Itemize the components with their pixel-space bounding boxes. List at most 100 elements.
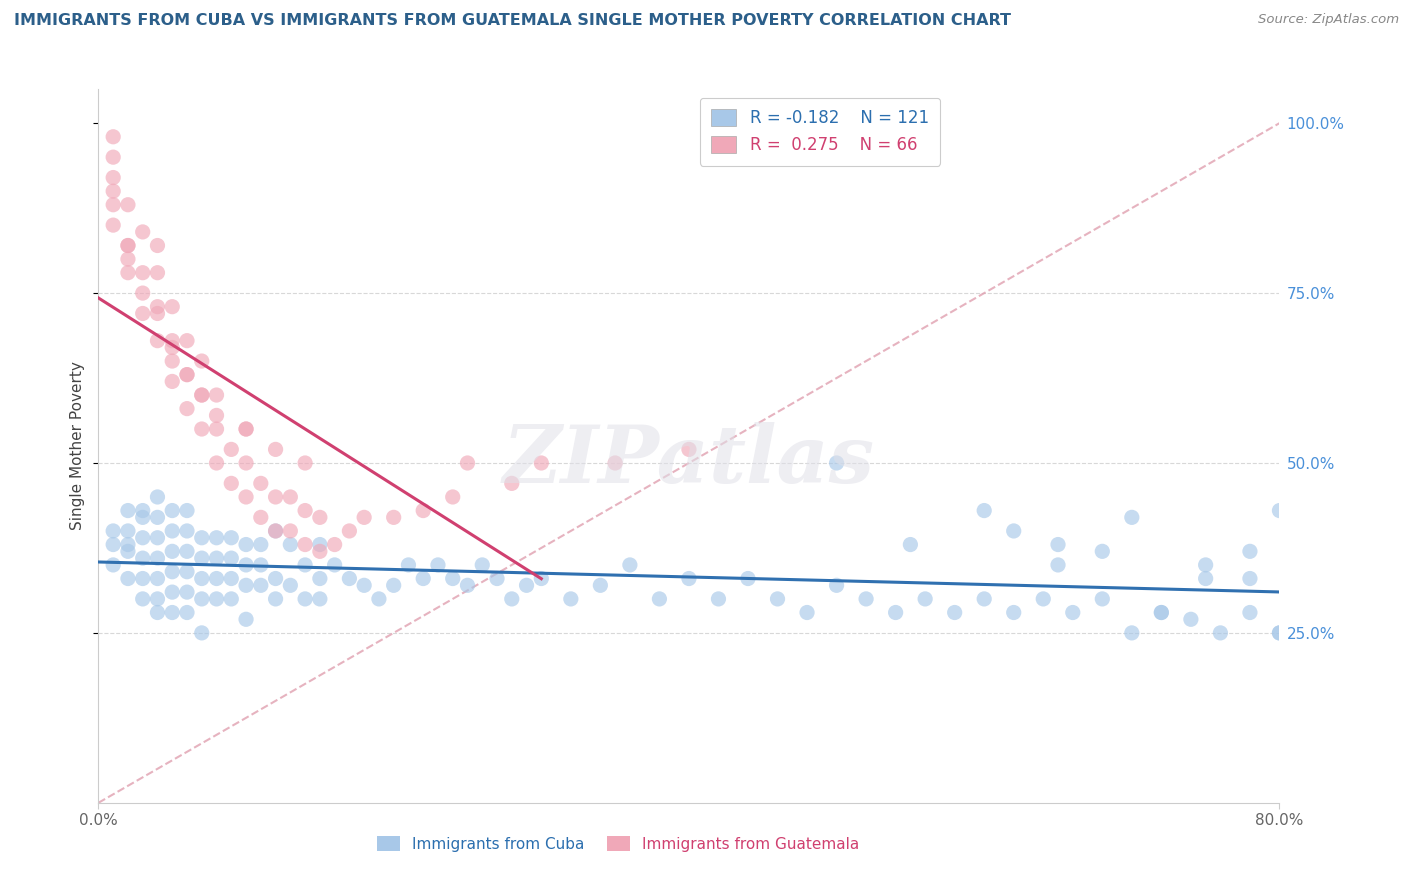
Point [205, 572, 228, 586]
Point [235, 578, 257, 592]
Point [205, 531, 228, 545]
Point [235, 456, 257, 470]
Point [1268, 626, 1291, 640]
Point [205, 551, 228, 566]
Point [280, 537, 302, 551]
Point [191, 531, 214, 545]
Point [221, 572, 243, 586]
Point [146, 490, 169, 504]
Point [1121, 510, 1143, 524]
Point [560, 591, 582, 606]
Point [235, 558, 257, 572]
Point [132, 572, 155, 586]
Point [457, 456, 479, 470]
Point [294, 537, 316, 551]
Point [235, 422, 257, 436]
Point [382, 578, 405, 592]
Point [103, 150, 125, 164]
Point [471, 558, 494, 572]
Point [162, 565, 183, 579]
Point [191, 388, 214, 402]
Point [1195, 558, 1218, 572]
Point [221, 551, 243, 566]
Point [117, 524, 139, 538]
Point [309, 544, 332, 558]
Point [146, 266, 169, 280]
Point [191, 626, 214, 640]
Point [117, 238, 139, 252]
Point [1002, 606, 1025, 620]
Point [530, 456, 553, 470]
Point [250, 558, 273, 572]
Point [412, 572, 434, 586]
Point [280, 578, 302, 592]
Point [1180, 612, 1202, 626]
Point [162, 334, 183, 348]
Point [884, 606, 907, 620]
Point [309, 591, 332, 606]
Point [339, 524, 361, 538]
Point [1002, 524, 1025, 538]
Point [1121, 626, 1143, 640]
Point [619, 558, 641, 572]
Point [280, 524, 302, 538]
Point [766, 591, 789, 606]
Point [103, 129, 125, 144]
Point [309, 572, 332, 586]
Point [264, 442, 287, 457]
Point [132, 591, 155, 606]
Point [176, 606, 198, 620]
Point [221, 591, 243, 606]
Point [132, 551, 155, 566]
Point [176, 368, 198, 382]
Point [1091, 591, 1114, 606]
Point [146, 551, 169, 566]
Point [235, 490, 257, 504]
Point [117, 252, 139, 266]
Point [353, 578, 375, 592]
Point [294, 503, 316, 517]
Point [589, 578, 612, 592]
Point [309, 510, 332, 524]
Point [146, 306, 169, 320]
Point [117, 238, 139, 252]
Point [605, 456, 627, 470]
Point [457, 578, 479, 592]
Point [1046, 537, 1070, 551]
Point [103, 170, 125, 185]
Point [280, 490, 302, 504]
Point [1032, 591, 1054, 606]
Point [146, 531, 169, 545]
Point [1091, 544, 1114, 558]
Point [191, 388, 214, 402]
Point [368, 591, 391, 606]
Point [516, 578, 538, 592]
Point [103, 184, 125, 198]
Point [294, 558, 316, 572]
Point [264, 524, 287, 538]
Point [103, 537, 125, 551]
Point [235, 422, 257, 436]
Point [1268, 626, 1291, 640]
Point [146, 510, 169, 524]
Point [264, 524, 287, 538]
Point [441, 490, 464, 504]
Point [486, 572, 509, 586]
Point [1046, 558, 1070, 572]
Point [825, 578, 848, 592]
Point [1239, 572, 1261, 586]
Point [250, 537, 273, 551]
Point [1150, 606, 1173, 620]
Point [221, 442, 243, 457]
Point [117, 503, 139, 517]
Point [162, 544, 183, 558]
Point [264, 572, 287, 586]
Point [221, 531, 243, 545]
Point [250, 510, 273, 524]
Point [132, 225, 155, 239]
Point [162, 341, 183, 355]
Point [323, 537, 346, 551]
Point [176, 401, 198, 416]
Point [191, 551, 214, 566]
Point [1150, 606, 1173, 620]
